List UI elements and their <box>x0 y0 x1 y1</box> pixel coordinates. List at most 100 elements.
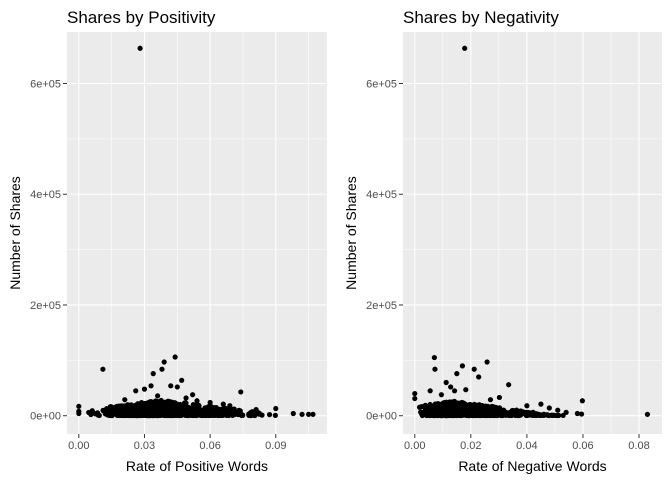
chart-panel-1: 0.00 0.03 0.06 0.09 0e+00 2e+05 4e+05 6e+05 Shar… <box>7 8 327 474</box>
data-point <box>252 412 258 418</box>
data-point <box>207 399 213 406</box>
y-tick-label: 4e+05 <box>366 189 397 201</box>
data-point <box>193 402 200 408</box>
data-point <box>578 411 585 417</box>
data-point <box>476 374 482 380</box>
data-point <box>220 401 226 407</box>
data-point <box>412 390 418 397</box>
data-point <box>141 386 148 392</box>
data-point <box>208 405 214 412</box>
data-point <box>137 412 144 419</box>
x-tick-label: 0.02 <box>460 440 481 452</box>
data-point <box>103 410 109 417</box>
data-point <box>184 406 191 412</box>
data-point <box>148 383 154 389</box>
data-point <box>501 408 507 414</box>
data-point <box>247 410 254 416</box>
data-point <box>272 412 278 418</box>
data-point <box>416 404 423 410</box>
data-point <box>644 411 651 417</box>
data-point <box>465 402 471 408</box>
y-tick-label: 0e+00 <box>30 411 61 423</box>
data-point <box>496 394 503 401</box>
data-point <box>563 409 569 416</box>
data-point <box>579 398 585 404</box>
data-point <box>546 405 552 411</box>
y-tick-label: 2e+05 <box>366 300 397 312</box>
data-point <box>230 412 236 419</box>
data-point <box>518 409 524 415</box>
x-tick-label: 0.03 <box>134 440 155 452</box>
data-point <box>462 45 468 51</box>
data-point <box>104 406 110 412</box>
data-point <box>216 407 223 413</box>
data-point <box>174 384 180 390</box>
data-point <box>166 412 172 419</box>
data-point <box>487 397 494 403</box>
data-point <box>182 401 189 407</box>
data-point <box>444 404 450 410</box>
data-point <box>431 354 437 361</box>
data-point <box>574 410 580 417</box>
data-point <box>477 409 483 416</box>
data-point <box>426 405 433 411</box>
data-point <box>199 412 206 419</box>
chart-title: Shares by Negativity <box>403 8 559 27</box>
data-point <box>471 366 477 372</box>
data-point <box>192 409 198 415</box>
x-axis-title: Rate of Negative Words <box>458 458 606 474</box>
y-tick-label: 0e+00 <box>366 411 397 423</box>
data-point <box>460 407 466 414</box>
data-point <box>555 407 561 413</box>
data-point <box>477 403 484 409</box>
data-point <box>495 405 501 411</box>
data-point <box>109 410 115 416</box>
data-point <box>447 411 453 418</box>
data-point <box>119 406 126 412</box>
x-tick-label: 0.04 <box>516 440 537 452</box>
data-point <box>153 406 160 412</box>
data-point <box>448 384 454 390</box>
data-point <box>113 404 119 410</box>
data-point <box>175 407 181 413</box>
data-point <box>142 401 148 407</box>
data-point <box>555 412 561 418</box>
x-axis-title: Rate of Positive Words <box>126 458 268 474</box>
data-point <box>473 412 479 419</box>
data-point <box>481 405 488 411</box>
data-point <box>454 371 460 377</box>
data-point <box>150 409 156 415</box>
data-point <box>161 359 167 365</box>
x-tick-label: 0.06 <box>199 440 220 452</box>
data-point <box>506 412 512 419</box>
data-point <box>427 388 433 394</box>
data-point <box>499 412 505 419</box>
data-point <box>466 412 472 418</box>
data-point <box>443 379 449 386</box>
data-point <box>133 388 139 394</box>
data-point <box>122 397 128 403</box>
data-point <box>463 387 469 393</box>
data-point <box>162 412 168 419</box>
data-point <box>459 363 466 369</box>
data-point <box>515 412 521 419</box>
data-point <box>256 410 262 416</box>
data-point <box>481 410 488 416</box>
data-point <box>253 407 259 413</box>
data-point <box>421 410 427 417</box>
data-point <box>533 411 539 418</box>
data-point <box>161 405 168 411</box>
data-point <box>190 392 196 398</box>
data-point <box>529 412 535 418</box>
y-tick-label: 6e+05 <box>366 78 397 90</box>
data-point <box>121 412 127 419</box>
data-point <box>494 412 500 418</box>
data-point <box>306 411 312 417</box>
data-point <box>412 395 418 402</box>
data-point <box>194 398 200 404</box>
data-point <box>100 366 106 372</box>
y-axis-title: Number of Shares <box>7 176 23 290</box>
data-point <box>167 399 173 405</box>
x-tick-label: 0.08 <box>628 440 649 452</box>
